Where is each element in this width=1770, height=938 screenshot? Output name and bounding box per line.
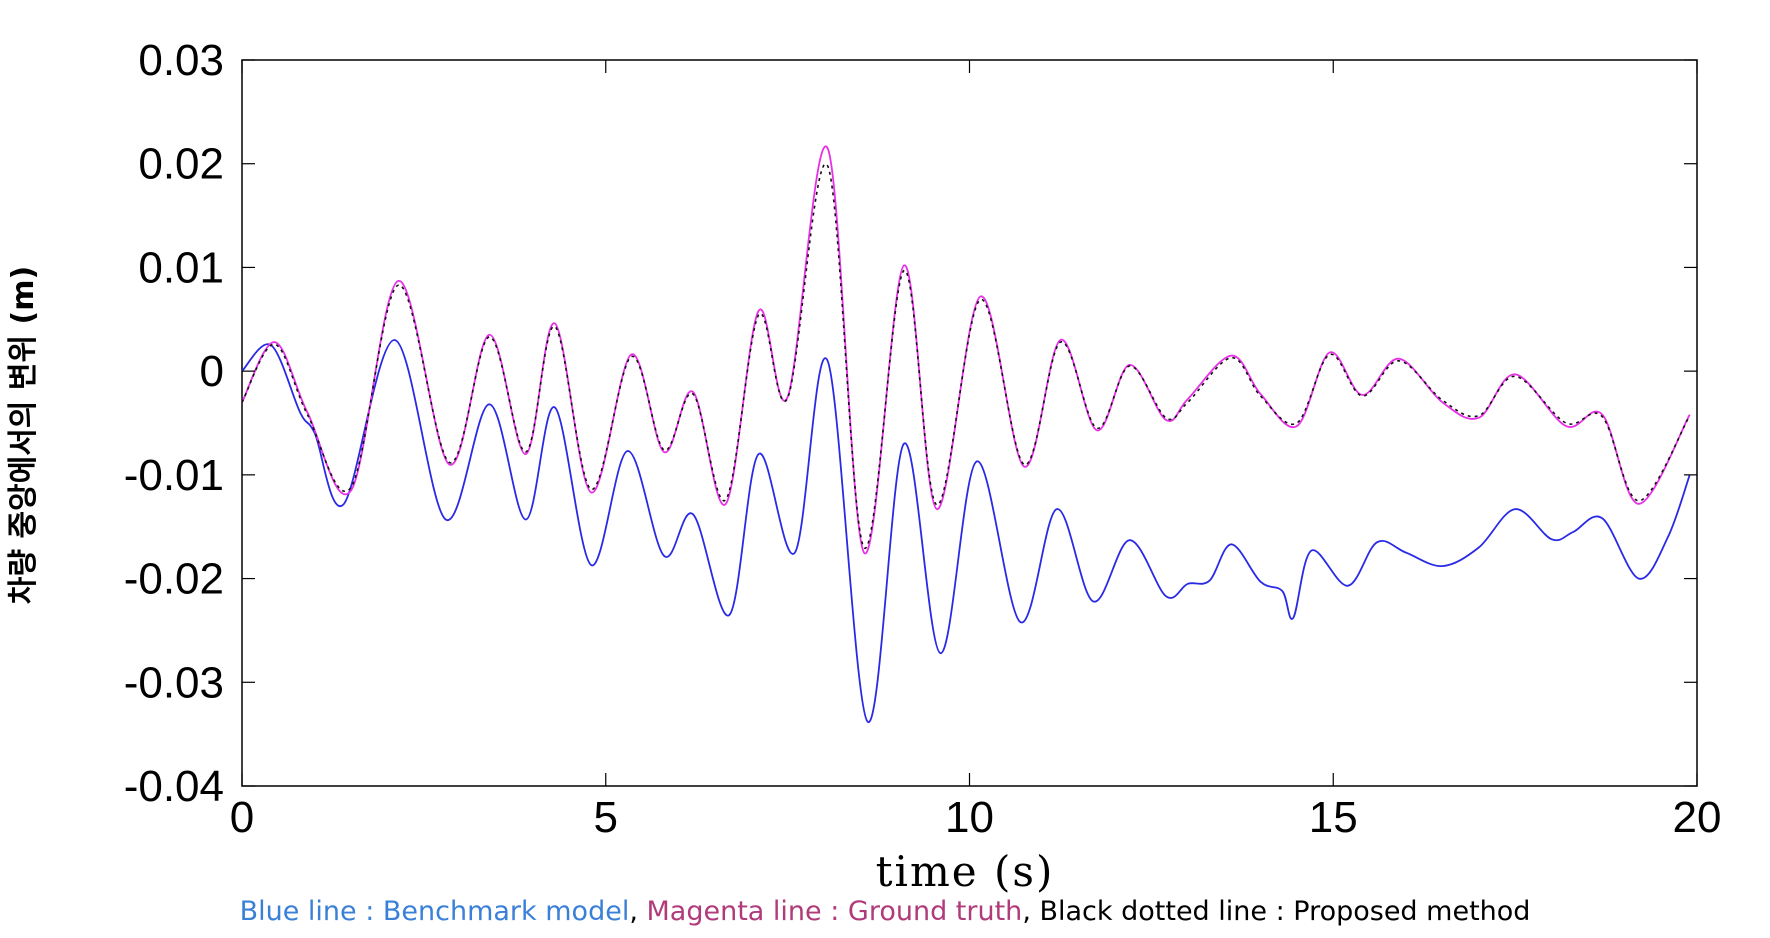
- x-tick-label: 15: [1309, 793, 1358, 842]
- legend-caption-part: , Black dotted line : Proposed method: [1022, 896, 1531, 927]
- y-tick-label: 0.02: [138, 140, 224, 189]
- plot-area: [241, 59, 1698, 787]
- series-line-proposed: [241, 163, 1691, 549]
- y-tick-label: -0.03: [124, 658, 224, 707]
- series-line-benchmark: [241, 339, 1691, 723]
- y-tick-label: -0.02: [124, 555, 224, 604]
- y-tick-label: -0.04: [124, 762, 224, 811]
- legend-caption-part: Blue line : Benchmark model: [239, 896, 630, 927]
- legend-caption-part: Magenta line : Ground truth: [646, 896, 1023, 927]
- x-axis-ticks: 0 5 10 15 20: [230, 60, 1722, 842]
- x-tick-label: 0: [230, 793, 254, 842]
- x-tick-label: 5: [594, 793, 618, 842]
- y-axis-ticks: 0.03 0.02 0.01 0 -0.01 -0.02 -0.03 -0.04: [124, 36, 1697, 811]
- x-tick-label: 10: [945, 793, 994, 842]
- plot-frame: [241, 59, 1698, 787]
- legend-caption-part: ,: [629, 896, 647, 927]
- x-axis-label: time (s): [876, 847, 1055, 896]
- x-tick-label: 20: [1673, 793, 1722, 842]
- legend-caption: Blue line : Benchmark model, Magenta lin…: [0, 896, 1770, 927]
- y-tick-label: 0.01: [138, 243, 224, 292]
- y-axis-label: 차량 중앙에서의 변위 (m): [6, 266, 41, 604]
- y-tick-label: -0.01: [124, 451, 224, 500]
- y-tick-label: 0.03: [138, 36, 224, 85]
- y-tick-label: 0: [200, 347, 224, 396]
